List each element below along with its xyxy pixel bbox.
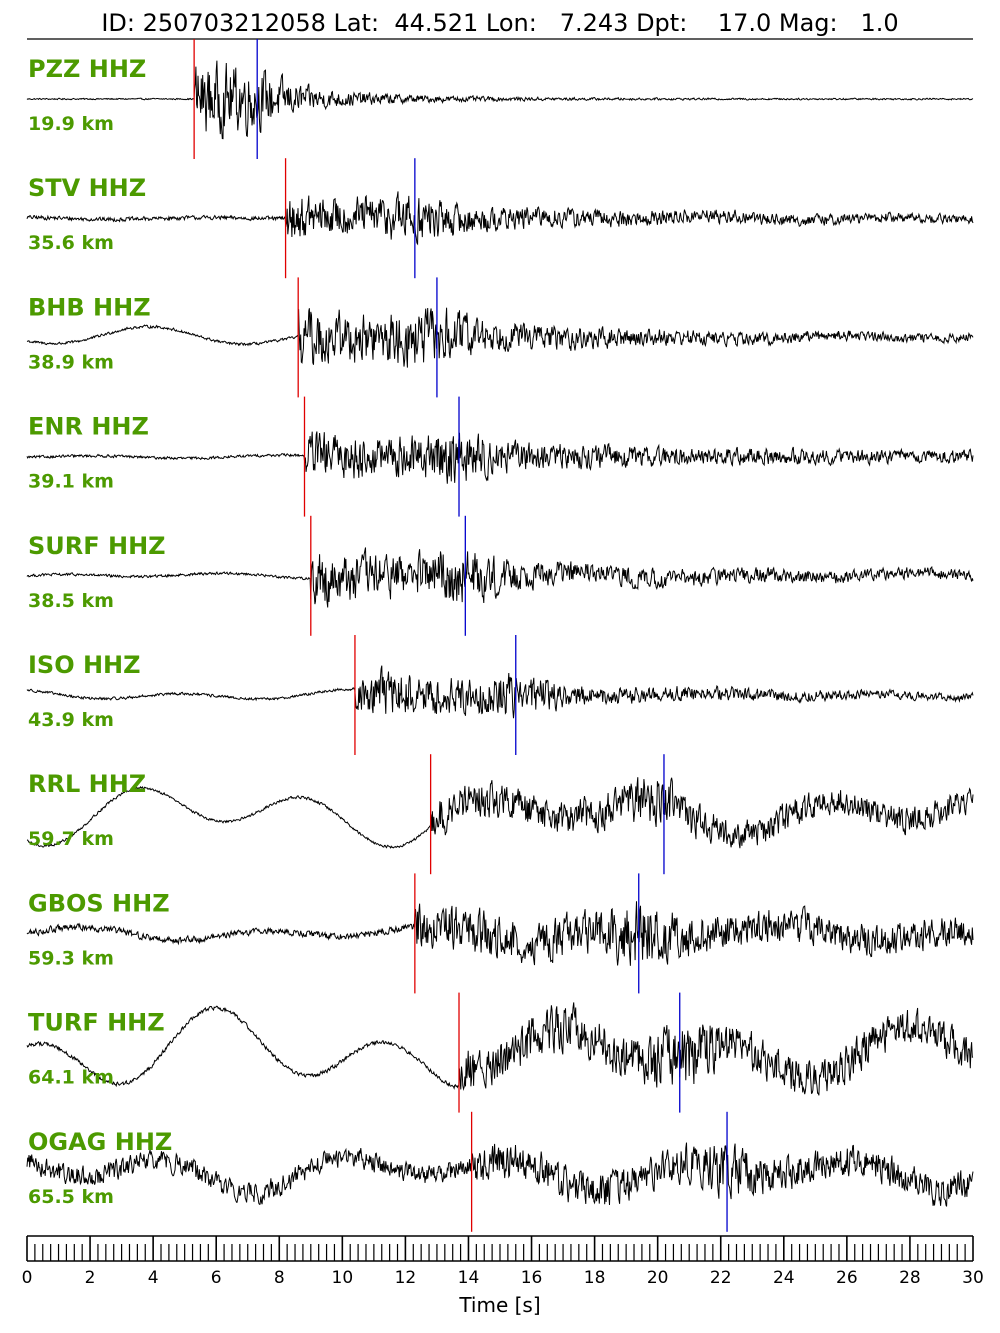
station-label: SURF HHZ <box>28 532 166 560</box>
distance-label: 38.9 km <box>28 351 114 373</box>
x-tick-label: 26 <box>836 1268 858 1288</box>
trace-panel: ENR HHZ 39.1 km <box>26 396 974 517</box>
distance-label: 38.5 km <box>28 590 114 612</box>
station-label: PZZ HHZ <box>28 55 146 83</box>
station-label: OGAG HHZ <box>28 1128 172 1156</box>
trace-panel: ISO HHZ 43.9 km <box>26 635 974 755</box>
traces-layer: PZZ HHZ 19.9 km STV HHZ 35.6 km BHB HHZ 38.9 … <box>26 39 974 1232</box>
station-label: RRL HHZ <box>28 770 146 798</box>
station-label: ISO HHZ <box>28 651 141 679</box>
x-tick-label: 18 <box>584 1268 606 1288</box>
x-tick-label: 10 <box>332 1268 354 1288</box>
station-label: ENR HHZ <box>28 413 149 441</box>
x-tick-label: 20 <box>647 1268 669 1288</box>
x-axis-label: Time [s] <box>458 1293 540 1317</box>
waveform-trace <box>26 777 974 849</box>
waveform-trace <box>26 901 974 966</box>
figure-title: ID: 250703212058 Lat: 44.521 Lon: 7.243 … <box>101 9 898 37</box>
x-tick-label: 16 <box>521 1268 543 1288</box>
x-tick-label: 6 <box>211 1268 222 1288</box>
waveform-trace <box>26 191 974 246</box>
distance-label: 35.6 km <box>28 232 114 254</box>
x-tick-label: 14 <box>458 1268 480 1288</box>
x-tick-label: 28 <box>899 1268 921 1288</box>
distance-label: 43.9 km <box>28 709 114 731</box>
trace-panel: TURF HHZ 64.1 km <box>26 992 974 1113</box>
trace-panel: SURF HHZ 38.5 km <box>26 515 974 636</box>
waveform-trace <box>26 1002 974 1096</box>
distance-label: 19.9 km <box>28 113 114 135</box>
x-tick-label: 8 <box>274 1268 285 1288</box>
station-label: GBOS HHZ <box>28 889 170 917</box>
x-tick-label: 22 <box>710 1268 732 1288</box>
x-tick-label: 24 <box>773 1268 795 1288</box>
trace-panel: GBOS HHZ 59.3 km <box>26 873 974 994</box>
trace-panel: PZZ HHZ 19.9 km <box>26 39 974 159</box>
trace-panel: OGAG HHZ 65.5 km <box>26 1111 974 1232</box>
time-axis: 0 2 4 6 8 10 12 14 16 18 20 22 24 26 28 30 <box>22 1235 984 1288</box>
waveform-trace <box>26 547 974 608</box>
x-tick-label: 12 <box>395 1268 417 1288</box>
station-label: TURF HHZ <box>28 1009 165 1037</box>
distance-label: 59.7 km <box>28 828 114 850</box>
waveform-trace <box>26 60 974 140</box>
distance-label: 59.3 km <box>28 947 114 969</box>
x-tick-label: 0 <box>22 1268 33 1288</box>
trace-panel: RRL HHZ 59.7 km <box>26 754 974 875</box>
x-tick-label: 2 <box>85 1268 96 1288</box>
station-label: BHB HHZ <box>28 293 151 321</box>
waveform-trace <box>26 665 974 719</box>
distance-label: 64.1 km <box>28 1067 114 1089</box>
waveform-trace <box>26 431 974 484</box>
x-tick-label: 30 <box>962 1268 984 1288</box>
distance-label: 65.5 km <box>28 1186 114 1208</box>
trace-panel: STV HHZ 35.6 km <box>26 158 974 279</box>
waveform-trace <box>26 1142 974 1207</box>
waveform-trace <box>26 307 974 368</box>
x-tick-label: 4 <box>148 1268 159 1288</box>
station-label: STV HHZ <box>28 174 146 202</box>
distance-label: 39.1 km <box>28 471 114 493</box>
trace-panel: BHB HHZ 38.9 km <box>26 277 974 398</box>
